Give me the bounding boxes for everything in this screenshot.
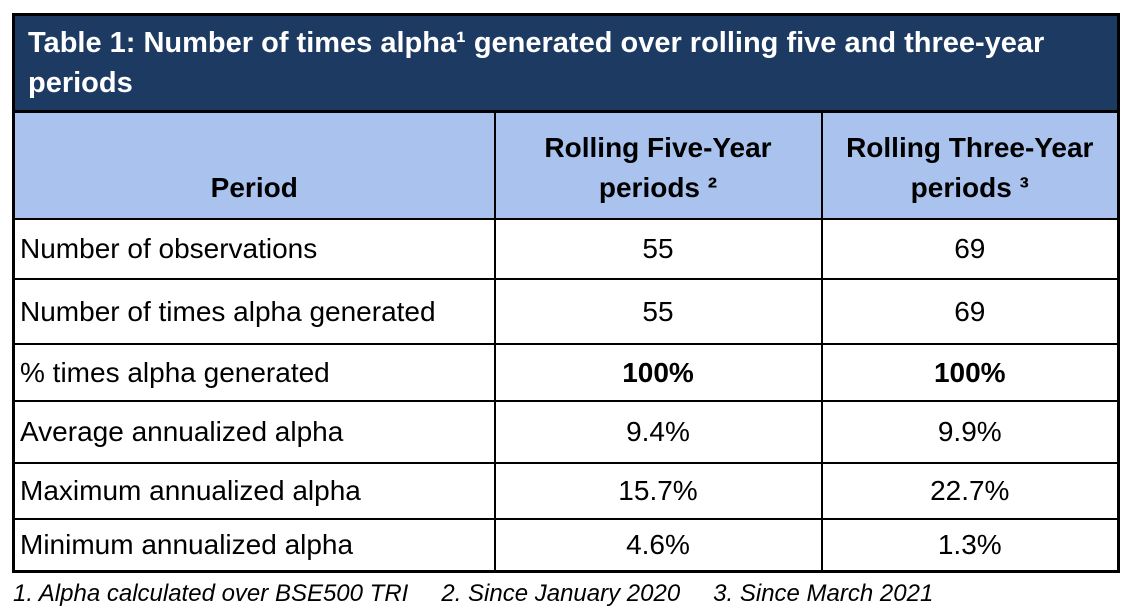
value-three-year: 100% [820,343,1120,402]
footnote-2: 2. Since January 2020 [441,579,681,607]
table-row: Number of observations 55 69 [12,218,1120,280]
value-five-year: 55 [493,218,823,280]
alpha-generation-table: Table 1: Number of times alpha¹ generate… [11,13,1121,573]
column-header-three-year: Rolling Three-Year periods ³ [820,110,1120,220]
value-five-year: 100% [493,343,823,402]
row-label: Average annualized alpha [12,400,496,464]
column-header-five-year: Rolling Five-Year periods ² [493,110,823,220]
value-three-year: 1.3% [820,518,1120,572]
row-label: Number of observations [12,218,496,280]
table-row: Minimum annualized alpha 4.6% 1.3% [12,518,1120,572]
value-five-year: 15.7% [493,462,823,520]
value-three-year: 69 [820,278,1120,345]
value-five-year: 55 [493,278,823,345]
row-label: Maximum annualized alpha [12,462,496,520]
value-three-year: 22.7% [820,462,1120,520]
column-header-period: Period [12,110,496,220]
value-five-year: 9.4% [493,400,823,464]
footnote-3: 3. Since March 2021 [713,579,934,607]
row-label: Number of times alpha generated [12,278,496,345]
value-three-year: 9.9% [820,400,1120,464]
column-header-row: Period Rolling Five-Year periods ² Rolli… [12,110,1120,220]
footnote-1: 1. Alpha calculated over BSE500 TRI [13,579,409,607]
table-row: Maximum annualized alpha 15.7% 22.7% [12,462,1120,520]
table-title-line1: Table 1: Number of times alpha¹ generate… [28,27,1045,59]
table-row: Number of times alpha generated 55 69 [12,278,1120,345]
footnotes: 1. Alpha calculated over BSE500 TRI 2. S… [13,580,1132,608]
document-page: Table 1: Number of times alpha¹ generate… [0,13,1132,614]
row-label: % times alpha generated [12,343,496,402]
value-three-year: 69 [820,218,1120,280]
row-label: Minimum annualized alpha [12,518,496,572]
table-title: Table 1: Number of times alpha¹ generate… [11,13,1121,113]
table-title-line2: periods [28,67,133,99]
title-row: Table 1: Number of times alpha¹ generate… [11,13,1121,113]
value-five-year: 4.6% [493,518,823,572]
table-row: % times alpha generated 100% 100% [12,343,1120,402]
table-row: Average annualized alpha 9.4% 9.9% [12,400,1120,464]
